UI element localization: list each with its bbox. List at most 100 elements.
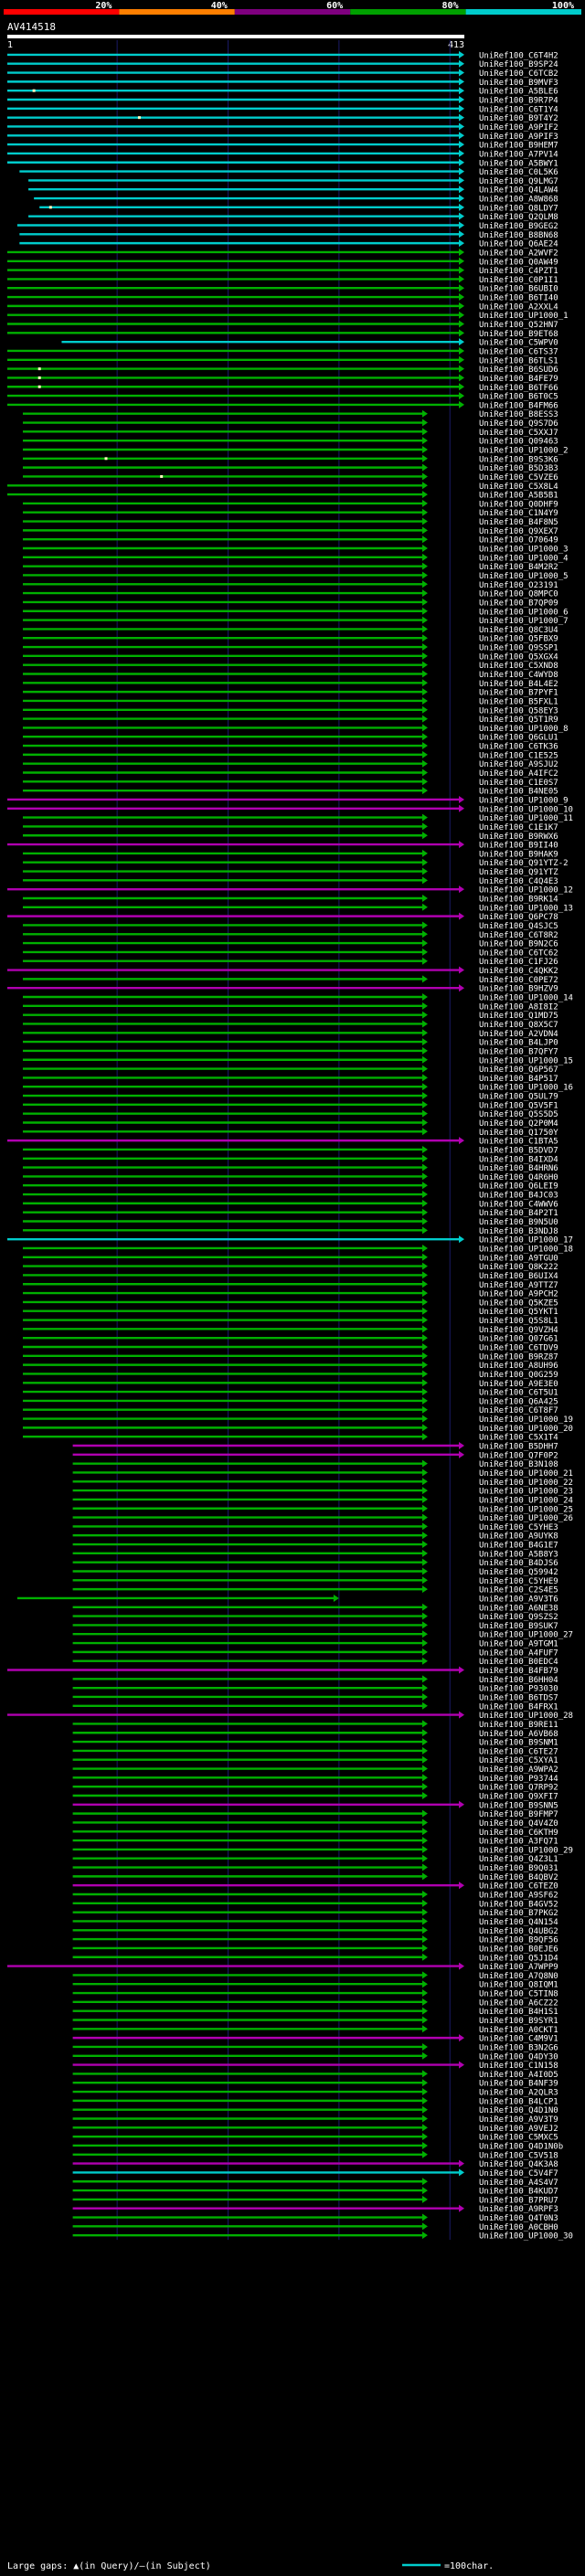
hit-arrowhead xyxy=(459,1442,464,1450)
hit-label: UniRef100_Q09463 xyxy=(479,438,558,447)
hit-label: UniRef100_Q2P0M4 xyxy=(479,1119,558,1129)
hit-arrowhead xyxy=(421,1342,428,1351)
hit-arrowhead xyxy=(421,849,428,857)
hit-arrowhead xyxy=(421,1720,428,1728)
hit-label: UniRef100_B4LJP0 xyxy=(479,1039,558,1048)
hit-arrowhead xyxy=(421,598,428,606)
hit-label: UniRef100_C1BTA5 xyxy=(479,1138,558,1147)
hit-label: UniRef100_UP1000_28 xyxy=(479,1712,573,1721)
hit-label: UniRef100_A5B5B1 xyxy=(479,492,558,501)
hit-label: UniRef100_B8ESS3 xyxy=(479,410,558,419)
hit-label: UniRef100_UP1000_12 xyxy=(479,886,573,896)
hit-arrowhead xyxy=(421,822,428,831)
hit-label: UniRef100_A0CKT1 xyxy=(479,2026,558,2035)
hit-label: UniRef100_C6TCB2 xyxy=(479,69,558,79)
hit-arrowhead xyxy=(421,571,428,579)
hit-arrowhead xyxy=(421,1433,428,1441)
hit-label: UniRef100_Q6A425 xyxy=(479,1397,558,1406)
hit-arrowhead xyxy=(421,1092,428,1100)
hit-arrowhead xyxy=(421,1648,428,1656)
query-gap-marker xyxy=(37,376,41,379)
hit-label: UniRef100_A5BLE6 xyxy=(479,88,558,97)
hit-label: UniRef100_UP1000_11 xyxy=(479,814,573,823)
hit-label: UniRef100_B9RWX6 xyxy=(479,832,558,842)
hit-arrowhead xyxy=(421,1701,428,1710)
hit-label: UniRef100_Q9VZH4 xyxy=(479,1326,558,1335)
hit-label: UniRef100_B3NDJ8 xyxy=(479,1227,558,1236)
hit-arrowhead xyxy=(421,2187,428,2195)
hit-label: UniRef100_B9SP24 xyxy=(479,60,558,69)
hit-label: UniRef100_Q9SZS2 xyxy=(479,1613,558,1622)
hit-label: UniRef100_A9TGM1 xyxy=(479,1640,558,1649)
hit-arrowhead xyxy=(421,1998,428,2006)
hit-label: UniRef100_A9PCH2 xyxy=(479,1290,558,1299)
hit-arrowhead xyxy=(421,1334,428,1342)
hit-label: UniRef100_B4FM66 xyxy=(479,401,558,410)
hit-label: UniRef100_Q58EY3 xyxy=(479,706,558,716)
hit-arrowhead xyxy=(421,1468,428,1477)
hit-arrowhead xyxy=(459,1450,464,1458)
hit-label: UniRef100_B9N5U0 xyxy=(479,1218,558,1227)
hit-label: UniRef100_UP1000_5 xyxy=(479,572,569,581)
hit-arrowhead xyxy=(421,428,428,436)
hit-arrowhead xyxy=(421,876,428,885)
hit-label: UniRef100_Q07G61 xyxy=(479,1335,558,1344)
hit-label: UniRef100_B9S3K6 xyxy=(479,455,558,464)
hit-arrowhead xyxy=(421,2150,428,2158)
hit-arrowhead xyxy=(459,984,464,992)
identity-bin-1 xyxy=(4,9,120,15)
hit-arrowhead xyxy=(459,122,464,131)
hit-arrowhead xyxy=(421,1585,428,1594)
hit-arrowhead xyxy=(421,1478,428,1486)
hit-arrowhead xyxy=(421,508,428,516)
hit-arrowhead xyxy=(421,1809,428,1818)
hit-arrowhead xyxy=(421,1845,428,1853)
hit-label: UniRef100_Q5T1R9 xyxy=(479,716,558,725)
hit-arrowhead xyxy=(459,2034,464,2042)
hit-label: UniRef100_B4KUD7 xyxy=(479,2188,558,2197)
hit-label: UniRef100_C5V4F7 xyxy=(479,2169,558,2178)
hit-label: UniRef100_C4WWV6 xyxy=(479,1200,558,1209)
hit-label: UniRef100_B5FXL1 xyxy=(479,697,558,706)
hit-arrowhead xyxy=(459,87,464,95)
hit-arrowhead xyxy=(421,894,428,902)
hit-label: UniRef100_UP1000_24 xyxy=(479,1496,573,1505)
hit-label: UniRef100_B9FMP7 xyxy=(479,1810,558,1819)
hit-label: UniRef100_Q7RP92 xyxy=(479,1784,558,1793)
hit-arrowhead xyxy=(459,841,464,849)
hit-arrowhead xyxy=(459,1882,464,1890)
hit-arrowhead xyxy=(459,2204,464,2212)
hit-label: UniRef100_Q9LMG7 xyxy=(479,177,558,186)
query-gap-marker xyxy=(137,116,141,120)
hit-arrowhead xyxy=(421,1191,428,1199)
hit-arrowhead xyxy=(421,930,428,938)
hit-label: UniRef100_C4Q4E3 xyxy=(479,877,558,886)
hit-label: UniRef100_C6T8R2 xyxy=(479,931,558,940)
hit-arrowhead xyxy=(421,2051,428,2060)
hit-label: UniRef100_B7QP09 xyxy=(479,599,558,608)
hit-arrowhead xyxy=(459,383,464,391)
hit-label: UniRef100_Q4N154 xyxy=(479,1918,558,1927)
hit-label: UniRef100_A9V3T6 xyxy=(479,1595,558,1604)
hit-label: UniRef100_A6NE38 xyxy=(479,1604,558,1613)
hit-arrowhead xyxy=(421,1541,428,1549)
hit-label: UniRef100_A6CZ22 xyxy=(479,1998,558,2008)
hit-label: UniRef100_C1N158 xyxy=(479,2062,558,2071)
hit-label: UniRef100_UP1000_19 xyxy=(479,1415,573,1425)
hit-label: UniRef100_Q4K3A8 xyxy=(479,2160,558,2169)
hit-label: UniRef100_C6T4H2 xyxy=(479,51,558,60)
hit-label: UniRef100_Q5YKT1 xyxy=(479,1308,558,1317)
hit-arrowhead xyxy=(421,1262,428,1270)
hit-arrowhead xyxy=(421,1388,428,1396)
hit-label: UniRef100_B0EDC4 xyxy=(479,1658,558,1667)
hit-label: UniRef100_UP1000_15 xyxy=(479,1056,573,1065)
hit-label: UniRef100_Q4V4Z0 xyxy=(479,1819,558,1829)
hit-arrowhead xyxy=(459,239,464,248)
hit-label: UniRef100_A6VB68 xyxy=(479,1730,558,1739)
hit-arrowhead xyxy=(421,1738,428,1746)
hit-arrowhead xyxy=(421,1774,428,1782)
hit-label: UniRef100_C0L5K6 xyxy=(479,168,558,177)
hit-arrowhead xyxy=(421,1100,428,1108)
hit-label: UniRef100_Q5FBX9 xyxy=(479,635,558,644)
hit-label: UniRef100_A9UYK8 xyxy=(479,1532,558,1542)
